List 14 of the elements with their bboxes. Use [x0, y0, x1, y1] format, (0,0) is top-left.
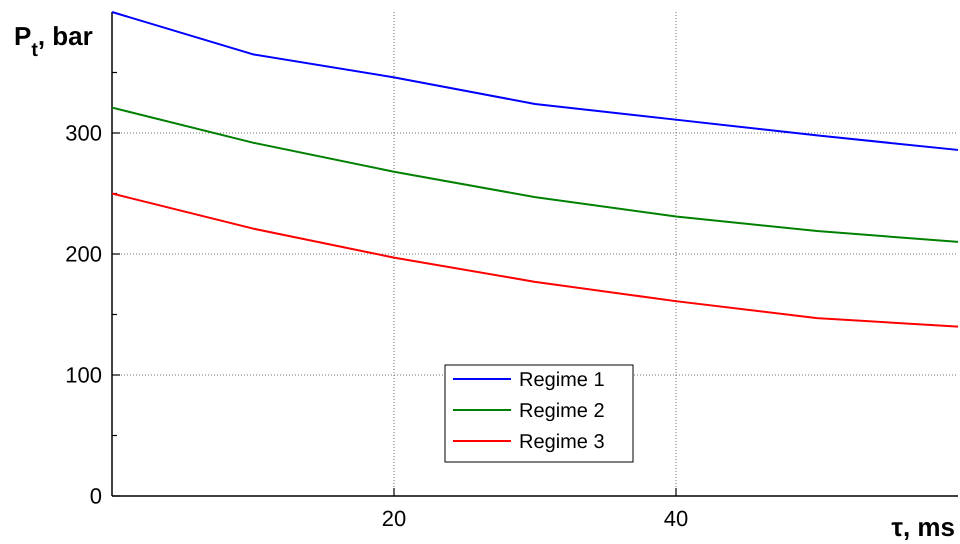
- x-tick-label: 40: [664, 506, 688, 531]
- line-series: [111, 192, 959, 328]
- y-tick-label: 0: [90, 484, 102, 509]
- line-series: [111, 11, 959, 151]
- legend-label: Regime 3: [519, 431, 605, 453]
- y-tick-label: 200: [65, 242, 102, 267]
- y-axis-title: P$_{t}$, bar: [14, 21, 93, 61]
- y-tick-label: 100: [65, 362, 102, 388]
- x-axis-title: τ, ms: [891, 512, 955, 542]
- legend-label: Regime 2: [519, 400, 605, 422]
- x-tick-label: 20: [382, 506, 406, 531]
- legend-label: Regime 1: [519, 369, 605, 391]
- y-tick-label: 300: [65, 120, 102, 146]
- line-series: [111, 106, 959, 243]
